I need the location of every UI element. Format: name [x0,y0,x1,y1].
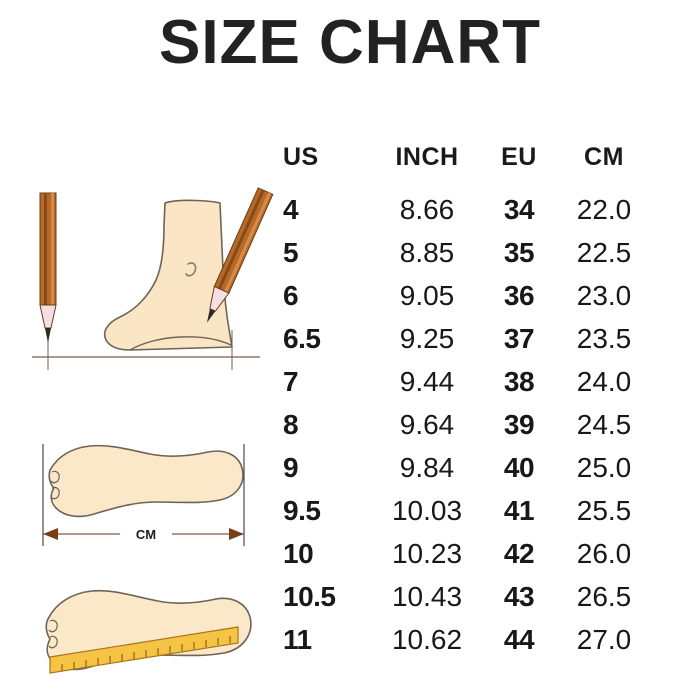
cell-inch: 9.05 [399,280,455,311]
cell-us: 11 [283,624,312,655]
cell-eu: 34 [503,194,535,225]
cell-eu: 40 [503,452,535,483]
cell-us: 8 [283,409,299,440]
table-row: 7 9.44 38 24.0 [283,360,653,403]
cell-cm: 27.0 [576,624,632,655]
cell-inch: 9.64 [399,409,455,440]
cell-eu: 41 [503,495,535,526]
table-row: 11 10.62 44 27.0 [283,618,653,661]
cell-cm: 24.0 [576,366,632,397]
cell-cm: 24.5 [576,409,632,440]
measuring-tape-icon [49,626,239,674]
cell-cm: 22.5 [576,237,632,268]
cell-inch: 9.84 [399,452,455,483]
table-header-row: US INCH EU CM [283,143,653,188]
pencil-left-icon [39,192,57,343]
table-row: 5 8.85 35 22.5 [283,231,653,274]
cell-us: 6.5 [283,323,321,354]
size-chart-table: US INCH EU CM 4 8.66 34 22.0 5 8.85 35 2… [283,143,653,661]
table-row: 9 9.84 40 25.0 [283,446,653,489]
page-title: SIZE CHART [159,8,541,77]
footprint-measuring-tape-illustration [10,575,280,690]
table-row: 4 8.66 34 22.0 [283,188,653,231]
pencil-right-icon [206,187,274,323]
cell-us: 9 [283,452,299,483]
cell-eu: 44 [503,624,535,655]
cell-cm: 25.0 [576,452,632,483]
cell-eu: 43 [503,581,535,612]
cell-cm: 23.0 [576,280,632,311]
table-row: 10 10.23 42 26.0 [283,532,653,575]
cm-dimension-label: CM [136,527,156,542]
cell-us: 4 [283,194,299,225]
column-header-cm: CM [584,143,624,171]
cell-us: 7 [283,366,299,397]
cell-inch: 9.44 [399,366,455,397]
table-row: 9.5 10.03 41 25.5 [283,489,653,532]
size-chart-table-wrapper: US INCH EU CM 4 8.66 34 22.0 5 8.85 35 2… [283,143,673,661]
cell-us: 10 [283,538,314,569]
cell-cm: 23.5 [576,323,632,354]
cell-cm: 22.0 [576,194,632,225]
cell-eu: 36 [503,280,535,311]
cell-cm: 26.0 [576,538,632,569]
table-row: 6 9.05 36 23.0 [283,274,653,317]
cell-eu: 37 [503,323,535,354]
cell-inch: 9.25 [399,323,455,354]
cell-cm: 26.5 [576,581,632,612]
cell-eu: 35 [503,237,535,268]
cell-inch: 10.03 [391,495,463,526]
column-header-eu: EU [501,143,537,171]
cell-inch: 10.43 [391,581,463,612]
cell-inch: 10.62 [391,624,463,655]
table-row: 10.5 10.43 43 26.5 [283,575,653,618]
cell-inch: 8.85 [399,237,455,268]
cell-inch: 8.66 [399,194,455,225]
cell-us: 6 [283,280,299,311]
cell-us: 10.5 [283,581,336,612]
cell-us: 9.5 [283,495,321,526]
cell-us: 5 [283,237,299,268]
table-row: 6.5 9.25 37 23.5 [283,317,653,360]
cell-inch: 10.23 [391,538,463,569]
cell-eu: 42 [503,538,535,569]
cell-eu: 38 [503,366,535,397]
illustration-column: CM [10,185,280,690]
column-header-us: US [283,143,319,171]
cell-eu: 39 [503,409,535,440]
column-header-inch: INCH [395,143,459,171]
side-foot-with-pencils-illustration [10,185,280,395]
table-row: 8 9.64 39 24.5 [283,403,653,446]
cell-cm: 25.5 [576,495,632,526]
footprint-cm-illustration: CM [10,420,280,570]
